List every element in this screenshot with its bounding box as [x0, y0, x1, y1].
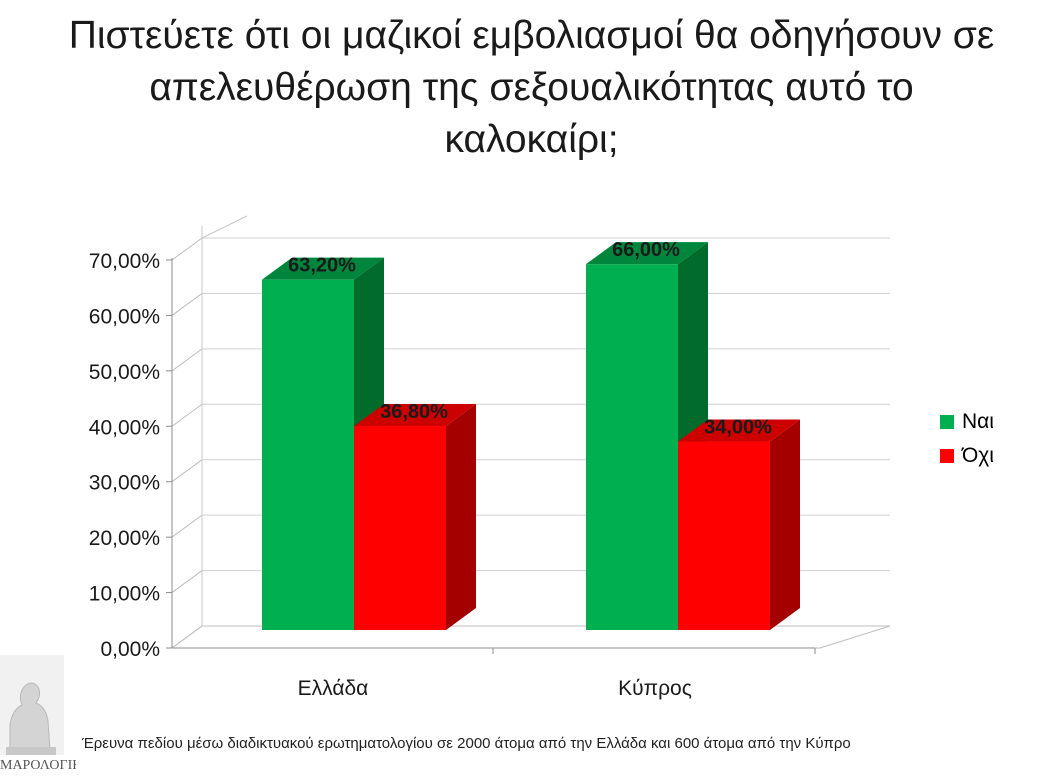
legend-label-no: Όχι [962, 444, 994, 467]
y-tick-label: 10,00% [89, 583, 160, 606]
gridline-diagonal [171, 348, 203, 372]
chart-title: Πιστεύετε ότι οι μαζικοί εμβολιασμοί θα … [0, 10, 1063, 166]
gridline-diagonal [171, 514, 203, 538]
bar-side [446, 404, 476, 630]
y-tick-label: 60,00% [89, 305, 160, 328]
bar-top [354, 404, 476, 427]
data-label: 36,80% [380, 401, 448, 423]
data-label: 63,20% [288, 255, 356, 277]
bar-front [354, 426, 446, 630]
gridline-diagonal [171, 570, 203, 593]
legend: Ναι Όχι [940, 405, 994, 473]
legend-item-yes: Ναι [940, 405, 994, 439]
bar-front [262, 279, 354, 630]
gridline-diagonal [171, 459, 203, 483]
gridline-diagonal [171, 293, 203, 316]
bar-top [262, 257, 384, 280]
title-line-1: Πιστεύετε ότι οι μαζικοί εμβολιασμοί θα … [68, 14, 995, 57]
y-tick-label: 0,00% [100, 638, 160, 661]
legend-swatch-yes [940, 415, 954, 429]
x-tick-label: Ελλάδα [298, 677, 369, 700]
gridline-diagonal [171, 237, 203, 261]
y-tick-label: 30,00% [89, 472, 160, 495]
legend-label-yes: Ναι [962, 410, 994, 433]
logo-text: ΜΑΡΟΛΟΓΙΚΟ [0, 758, 76, 773]
bar-top [678, 419, 800, 442]
y-tick-label: 50,00% [89, 361, 160, 384]
bar-side [770, 419, 800, 630]
y-tick-label: 70,00% [89, 250, 160, 273]
thinker-logo-icon [0, 655, 64, 755]
bar-front [678, 441, 770, 630]
back-wall-corner [201, 215, 248, 239]
y-tick-label: 20,00% [89, 527, 160, 550]
data-label: 34,00% [704, 417, 772, 439]
y-tick-label: 40,00% [89, 416, 160, 439]
bar-top [586, 242, 708, 265]
gridline-diagonal [171, 403, 203, 427]
x-tick-label: Κύπρος [618, 677, 692, 700]
footnote: Έρευνα πεδίου μέσω διαδικτυακού ερωτηματ… [82, 735, 851, 752]
title-line-3: καλοκαίρι; [444, 118, 619, 161]
title-line-2: απελευθέρωση της σεξουαλικότητας αυτό το [149, 66, 914, 109]
legend-swatch-no [940, 449, 954, 463]
bar-front [586, 264, 678, 630]
data-label: 66,00% [612, 239, 680, 261]
legend-item-no: Όχι [940, 439, 994, 473]
